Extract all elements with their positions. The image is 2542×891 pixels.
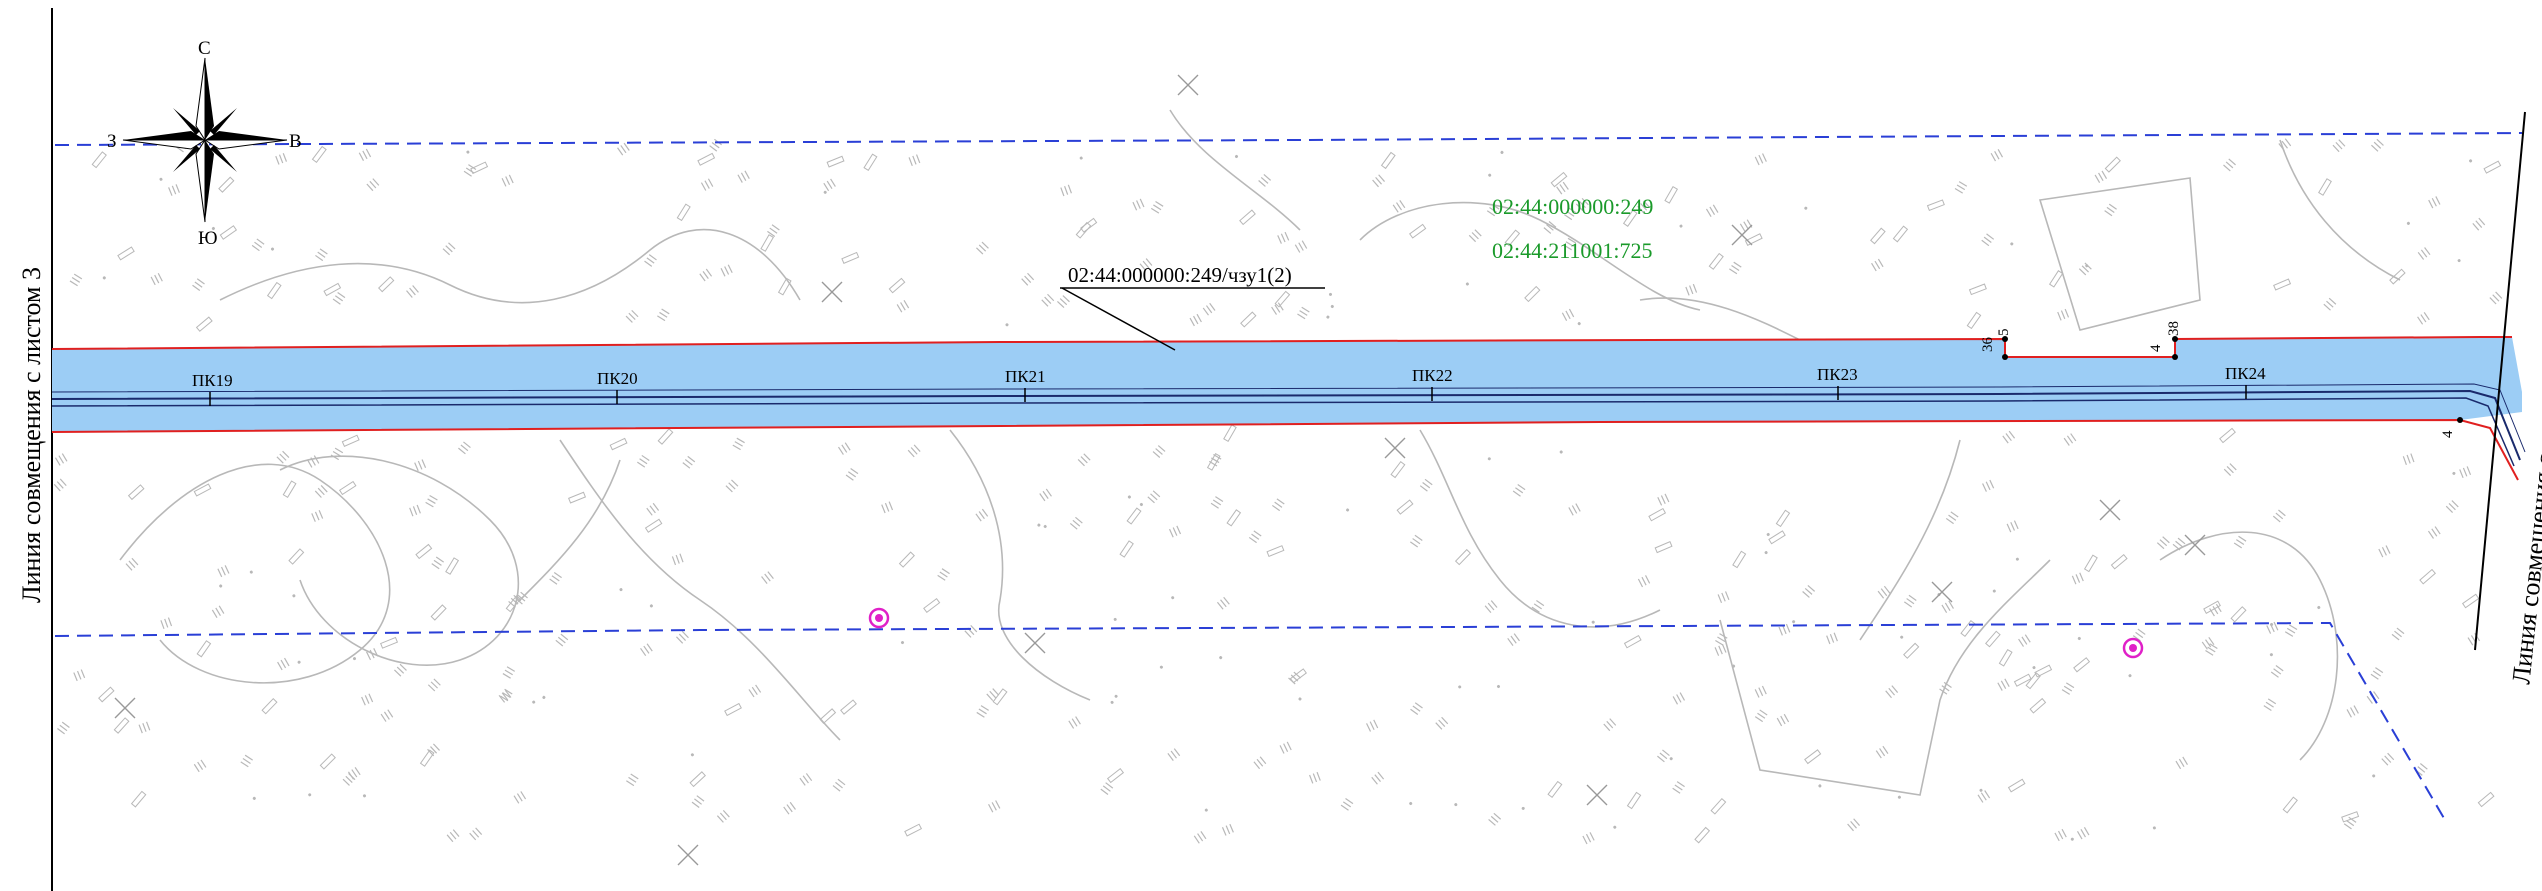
picket-label: ПК23	[1817, 365, 1858, 384]
cadastral-number-second: 02:44:211001:725	[1492, 238, 1653, 263]
corridor-bottom-boundary	[52, 420, 2518, 480]
point-number: 36	[1980, 337, 1996, 353]
picket-label: ПК19	[192, 371, 233, 390]
cadastral-number-main: 02:44:000000:249	[1492, 194, 1653, 219]
point-number: 5	[1996, 329, 2012, 337]
picket-label: ПК20	[597, 369, 638, 388]
compass-rose-icon: С Ю З В	[107, 38, 302, 249]
subparcel-label: 02:44:000000:249/чзу1(2)	[1068, 263, 1292, 287]
picket-label: ПК22	[1412, 366, 1453, 385]
compass-north: С	[198, 38, 211, 59]
compass-east: В	[289, 131, 302, 152]
survey-marker-icon	[2124, 639, 2142, 657]
terrain-layer	[54, 75, 2502, 865]
survey-marker-icon	[870, 609, 888, 627]
protection-zone-bottom-line	[55, 623, 2445, 820]
compass-south: Ю	[198, 228, 218, 249]
point-number: 4	[2148, 344, 2164, 352]
picket-label: ПК24	[2225, 364, 2266, 383]
point-number: 38	[2166, 321, 2182, 336]
compass-west: З	[107, 131, 117, 152]
protection-zone-top-line	[55, 133, 2522, 145]
subparcel-callout: 02:44:000000:249/чзу1(2)	[1060, 263, 1325, 350]
picket-label: ПК21	[1005, 367, 1046, 386]
point-number: 4	[2440, 430, 2456, 438]
match-line-label-left: Линия совмещения с листом 3	[17, 283, 47, 603]
